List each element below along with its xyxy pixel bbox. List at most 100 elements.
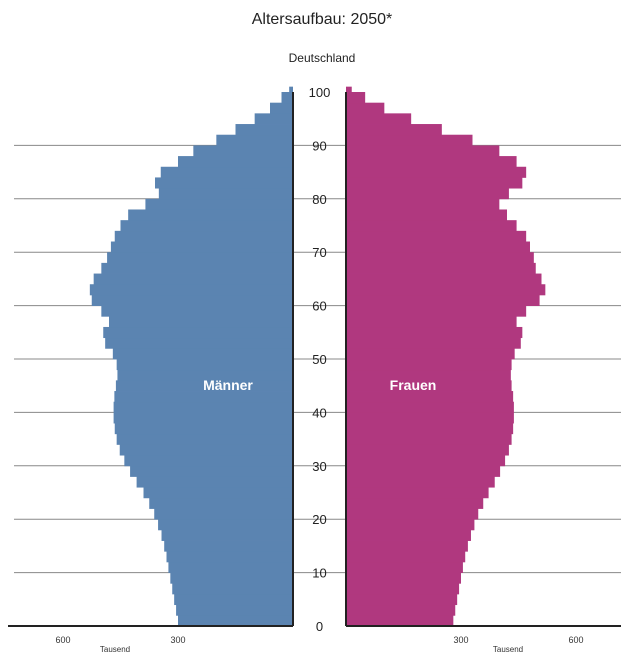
maenner-bar-age-26 [136, 476, 293, 488]
frauen-bar-age-52 [346, 337, 521, 349]
frauen-bar-age-18 [346, 519, 475, 531]
x-unit-left: Tausend [100, 645, 130, 654]
maenner-bar-age-66 [101, 262, 293, 274]
age-tick-80: 80 [312, 192, 326, 207]
age-tick-70: 70 [312, 245, 326, 260]
frauen-bar-age-82 [346, 177, 523, 189]
maenner-bar-age-100 [289, 86, 293, 93]
maenner-bar-age-94 [254, 113, 293, 125]
maenner-bar-age-72 [114, 230, 293, 242]
frauen-bar-age-40 [346, 401, 514, 413]
chart-title: Altersaufbau: 2050* [252, 11, 393, 28]
frauen-bar-age-24 [346, 487, 489, 499]
maenner-bar-age-0 [178, 615, 293, 627]
frauen-bar-age-90 [346, 134, 473, 146]
age-tick-40: 40 [312, 405, 326, 420]
maenner-bar-age-38 [113, 412, 293, 424]
maenner-bar-age-46 [117, 369, 293, 381]
age-tick-20: 20 [312, 512, 326, 527]
frauen-bar-age-60 [346, 294, 540, 306]
maenner-bar-age-50 [112, 348, 293, 360]
maenner-bar-age-62 [89, 284, 293, 296]
maenner-bar-age-2 [176, 604, 293, 616]
age-tick-90: 90 [312, 138, 326, 153]
frauen-bar-age-86 [346, 156, 517, 168]
maenner-bar-age-98 [281, 92, 293, 104]
series-label-maenner: Männer [203, 377, 253, 393]
x-unit-right: Tausend [493, 645, 523, 654]
frauen-bar-age-16 [346, 529, 471, 541]
frauen-bar-age-42 [346, 391, 514, 403]
maenner-bar-age-14 [164, 540, 293, 552]
frauen-bar-age-72 [346, 230, 527, 242]
frauen-bar-age-98 [346, 92, 366, 104]
maenner-bar-age-86 [178, 156, 293, 168]
maenner-bar-age-20 [154, 508, 293, 520]
maenner-bar-age-44 [115, 380, 294, 392]
series-label-frauen: Frauen [390, 377, 437, 393]
x-tick-right-600: 600 [568, 635, 583, 645]
maenner-bar-age-10 [168, 561, 293, 573]
maenner-bar-age-82 [155, 177, 293, 189]
frauen-bar-age-76 [346, 209, 507, 221]
frauen-bar-age-28 [346, 465, 501, 477]
frauen-bar-age-84 [346, 166, 527, 178]
frauen-bar-age-92 [346, 124, 442, 136]
chart-subtitle: Deutschland [289, 51, 356, 65]
maenner-bars [89, 86, 294, 627]
age-tick-60: 60 [312, 299, 326, 314]
maenner-bar-age-30 [124, 455, 293, 467]
frauen-bar-age-4 [346, 593, 458, 606]
age-tick-0: 0 [316, 619, 323, 634]
maenner-bar-age-88 [193, 145, 293, 157]
x-tick-left-300: 300 [170, 635, 185, 645]
maenner-bar-age-6 [172, 583, 293, 595]
frauen-bar-age-38 [346, 412, 514, 424]
maenner-bar-age-96 [270, 102, 293, 114]
maenner-bar-age-70 [110, 241, 294, 253]
frauen-bar-age-10 [346, 561, 463, 573]
maenner-bar-age-24 [143, 487, 293, 499]
maenner-bar-age-92 [235, 124, 293, 136]
maenner-bar-age-74 [120, 220, 293, 232]
maenner-bar-age-36 [114, 423, 293, 435]
maenner-bar-age-52 [105, 337, 294, 349]
maenner-bar-age-42 [114, 391, 293, 403]
maenner-bar-age-16 [161, 529, 293, 541]
frauen-bar-age-94 [346, 113, 412, 125]
frauen-bar-age-8 [346, 572, 461, 584]
frauen-bar-age-70 [346, 241, 530, 253]
maenner-bar-age-32 [119, 444, 293, 456]
frauen-bar-age-80 [346, 188, 509, 200]
frauen-bar-age-78 [346, 198, 500, 210]
population-axis-ticks: 600 300 300 600 [55, 635, 583, 645]
frauen-bar-age-30 [346, 455, 506, 467]
frauen-bar-age-56 [346, 316, 517, 328]
maenner-bar-age-4 [174, 593, 293, 606]
maenner-bar-age-28 [130, 465, 293, 477]
frauen-bar-age-68 [346, 252, 534, 264]
maenner-bar-age-40 [113, 401, 293, 413]
frauen-bar-age-54 [346, 326, 523, 339]
maenner-bar-age-22 [149, 497, 293, 509]
frauen-bar-age-100 [346, 86, 352, 93]
age-tick-10: 10 [312, 566, 326, 581]
maenner-bar-age-60 [91, 294, 293, 306]
age-tick-50: 50 [312, 352, 326, 367]
frauen-bar-age-74 [346, 220, 517, 232]
frauen-bar-age-58 [346, 305, 527, 317]
maenner-bar-age-34 [116, 433, 294, 445]
maenner-bar-age-68 [107, 252, 293, 264]
frauen-bar-age-14 [346, 540, 468, 552]
frauen-bar-age-20 [346, 508, 479, 520]
frauen-bar-age-64 [346, 273, 542, 285]
frauen-bar-age-50 [346, 348, 515, 360]
maenner-bar-age-54 [103, 326, 293, 339]
frauen-bar-age-22 [346, 497, 484, 509]
frauen-bar-age-0 [346, 615, 454, 627]
maenner-bar-age-64 [93, 273, 294, 285]
age-axis-ticks: 0 10 20 30 40 50 60 70 80 90 100 [309, 85, 331, 634]
frauen-bar-age-36 [346, 423, 514, 435]
maenner-bar-age-80 [158, 188, 293, 200]
